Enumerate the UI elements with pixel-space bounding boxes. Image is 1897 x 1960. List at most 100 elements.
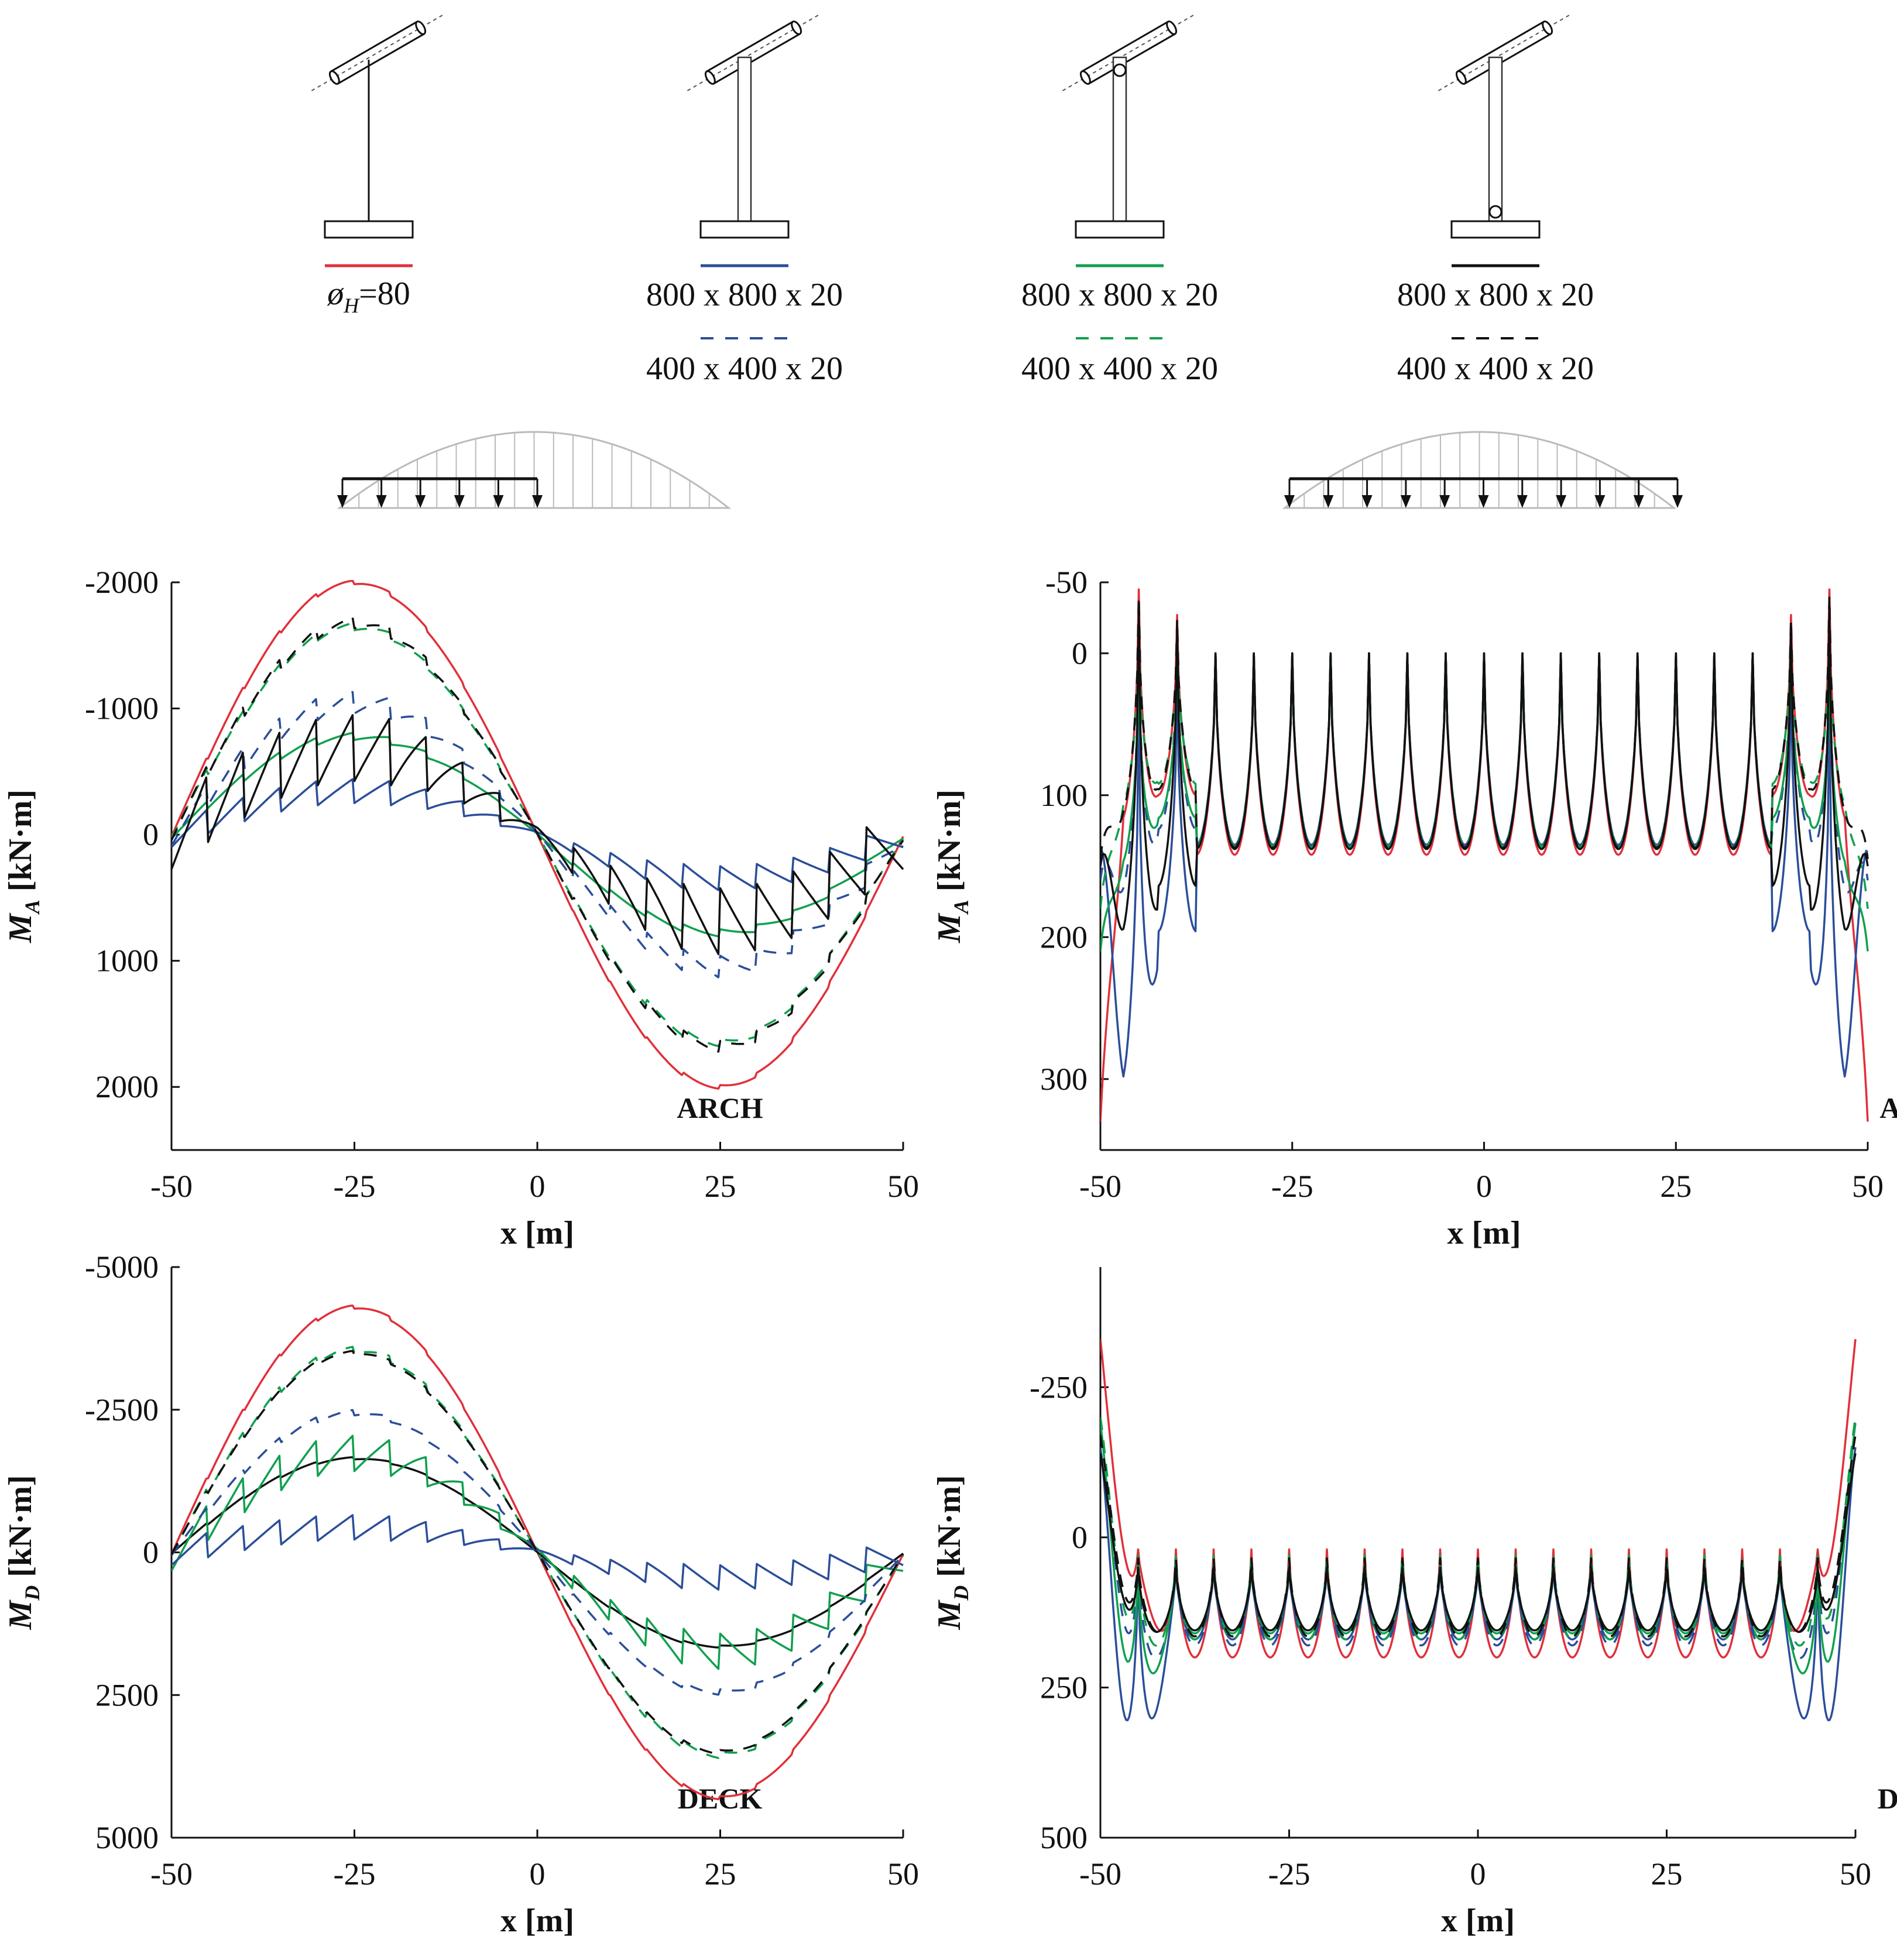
legend-entry-green: 800 x 800 x 20 400 x 400 x 20 xyxy=(1021,14,1218,387)
arch-outline xyxy=(1282,431,1677,509)
y-tick-label: 5000 xyxy=(95,1820,159,1855)
chart-arch-half: -50 -25 0 25 50 -2000 -1000 0 1000 2000 x [m] MA [k… xyxy=(2,565,919,1251)
y-tick-label: -5000 xyxy=(85,1250,159,1285)
series-group xyxy=(1100,1339,1857,1722)
series-line xyxy=(171,1350,904,1755)
y-tick-label: 500 xyxy=(1040,1820,1088,1855)
x-tick-label: 0 xyxy=(1476,1169,1492,1204)
y-tick-label: 0 xyxy=(1072,636,1088,671)
x-tick-label: 25 xyxy=(1660,1169,1692,1204)
y-tick-label: -2500 xyxy=(85,1392,159,1427)
load-arrow-head xyxy=(532,495,543,508)
pipe-body xyxy=(1081,20,1176,85)
y-tick-label: 300 xyxy=(1040,1062,1088,1097)
series-line xyxy=(171,1434,904,1670)
pin-top xyxy=(1113,63,1127,77)
legend-label-dashed: 400 x 400 x 20 xyxy=(1397,351,1594,387)
y-label-sub: A xyxy=(20,900,44,915)
hanger-box xyxy=(737,56,752,222)
series-line xyxy=(1100,652,1869,1078)
pipe-end xyxy=(328,70,340,85)
top-pinned-hanger-icon xyxy=(1062,14,1195,239)
y-tick-label: 2500 xyxy=(95,1677,159,1712)
pipe-end xyxy=(1079,70,1091,85)
series-line xyxy=(1100,1417,1857,1659)
series-line xyxy=(1100,1453,1857,1633)
y-label-symbol: M xyxy=(931,1599,968,1631)
load-arrow-head xyxy=(493,495,504,508)
pipe-body xyxy=(1457,20,1552,85)
load-arrow-head xyxy=(1361,495,1373,508)
load-arrow-head xyxy=(1323,495,1334,508)
legend-entry-black: 800 x 800 x 20 400 x 400 x 20 xyxy=(1397,14,1594,387)
load-arrow-head xyxy=(1633,495,1644,508)
y-axis-label: MD [kN·m] xyxy=(931,1475,973,1630)
y-label-unit: [kN·m] xyxy=(2,1475,39,1585)
arch-outline xyxy=(337,431,732,509)
load-arrow-head xyxy=(1556,495,1567,508)
pipe-body xyxy=(330,20,425,85)
load-arrow-head xyxy=(337,495,348,508)
y-tick-label: 0 xyxy=(143,1535,159,1570)
panel-annotation: DECK xyxy=(1878,1782,1897,1815)
load-arrow-head xyxy=(1478,495,1489,508)
deck-section xyxy=(699,220,790,239)
x-tick-label: 0 xyxy=(1470,1856,1486,1892)
half-span-load xyxy=(337,431,732,509)
y-tick-label: -250 xyxy=(1030,1369,1088,1405)
pipe-end xyxy=(415,20,427,35)
legend-label-symbol: ø xyxy=(327,276,344,312)
y-label-symbol: M xyxy=(2,1599,39,1631)
deck-section xyxy=(1075,220,1165,239)
bottom-pinned-hanger-icon xyxy=(1438,14,1571,239)
y-label-unit: [kN·m] xyxy=(931,790,968,900)
series-line xyxy=(171,1514,904,1591)
x-axis-label: x [m] xyxy=(1441,1903,1515,1939)
x-tick-label: 50 xyxy=(1852,1169,1884,1204)
hanger-box xyxy=(1112,56,1127,222)
series-line xyxy=(171,1409,904,1696)
y-tick-label: -1000 xyxy=(85,691,159,726)
x-tick-label: -50 xyxy=(1079,1856,1121,1892)
chart-arch-full: -50 -25 0 25 50 -50 0 100 200 300 x [m] MA [kN·m] AR… xyxy=(931,565,1897,1251)
legend-label-value: =80 xyxy=(359,276,410,312)
x-tick-label: 50 xyxy=(887,1856,919,1892)
chart-deck-half: -50 -25 0 25 50 -5000 -2500 0 2500 5000 x [m] MD [k… xyxy=(2,1250,919,1939)
legend-label-solid: 800 x 800 x 20 xyxy=(646,277,843,313)
y-axis-label: MD [kN·m] xyxy=(2,1475,44,1630)
load-arrow-head xyxy=(1672,495,1683,508)
load-arrow-head xyxy=(454,495,465,508)
legend-label-sub: H xyxy=(343,294,360,317)
deck-section xyxy=(1450,220,1541,239)
series-line xyxy=(1100,1447,1857,1722)
series-line xyxy=(1100,1423,1857,1675)
legend-label-solid: 800 x 800 x 20 xyxy=(1397,277,1594,313)
legend-label-solid: 800 x 800 x 20 xyxy=(1021,277,1218,313)
pipe-end xyxy=(791,20,802,35)
legend-label-dashed: 400 x 400 x 20 xyxy=(1021,351,1218,387)
x-tick-label: 25 xyxy=(705,1856,736,1892)
series-group xyxy=(171,1304,904,1801)
series-line xyxy=(1100,1417,1857,1647)
y-tick-label: -50 xyxy=(1045,565,1088,600)
hanger-box xyxy=(1488,56,1503,222)
y-tick-label: 250 xyxy=(1040,1670,1088,1705)
series-line xyxy=(171,714,904,956)
legend-entry-blue: 800 x 800 x 20 400 x 400 x 20 xyxy=(646,14,843,387)
load-arrow-head xyxy=(1517,495,1528,508)
box-hanger-icon xyxy=(687,14,820,239)
y-label-symbol: M xyxy=(2,912,39,943)
y-label-symbol: M xyxy=(931,912,968,943)
x-tick-label: 0 xyxy=(530,1856,546,1892)
y-tick-label: 2000 xyxy=(95,1069,159,1104)
series-line xyxy=(1100,595,1869,860)
x-axis-label: x [m] xyxy=(1447,1215,1521,1251)
series-line xyxy=(1100,1435,1857,1638)
series-group xyxy=(1100,588,1869,1122)
pipe-end xyxy=(704,70,716,85)
x-tick-label: 50 xyxy=(1840,1856,1871,1892)
pipe-end xyxy=(1166,20,1178,35)
y-label-unit: [kN·m] xyxy=(2,790,39,900)
pipe-body xyxy=(706,20,801,85)
